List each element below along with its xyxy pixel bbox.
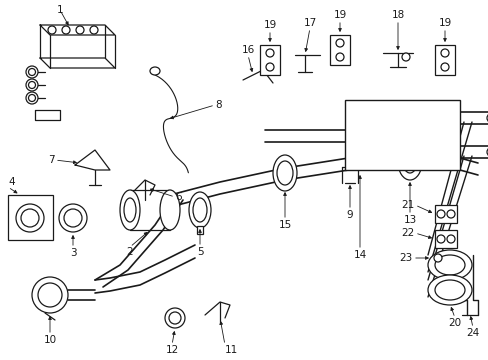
Text: 17: 17 [303, 18, 316, 28]
Circle shape [265, 63, 273, 71]
Text: 23: 23 [399, 253, 412, 263]
Circle shape [26, 92, 38, 104]
Text: 19: 19 [333, 10, 346, 20]
Circle shape [436, 210, 444, 218]
Text: 4: 4 [8, 177, 15, 187]
Circle shape [59, 204, 87, 232]
Text: 13: 13 [403, 215, 416, 225]
Ellipse shape [486, 112, 488, 124]
Circle shape [169, 312, 181, 324]
Circle shape [436, 235, 444, 243]
Circle shape [440, 63, 448, 71]
Text: 24: 24 [466, 328, 479, 338]
Ellipse shape [272, 155, 296, 191]
Text: 2: 2 [126, 247, 133, 257]
Bar [434, 205, 456, 223]
Circle shape [335, 53, 343, 61]
Circle shape [401, 53, 409, 61]
Text: 7: 7 [48, 155, 55, 165]
Text: 14: 14 [353, 250, 366, 260]
Text: 12: 12 [165, 345, 178, 355]
Text: 10: 10 [43, 335, 57, 345]
Circle shape [16, 204, 44, 232]
Circle shape [62, 26, 70, 34]
Bar [434, 45, 454, 75]
Text: 22: 22 [401, 228, 414, 238]
Text: 19: 19 [263, 20, 276, 30]
Circle shape [26, 66, 38, 78]
Circle shape [90, 26, 98, 34]
Text: 9: 9 [346, 210, 353, 220]
Bar [345, 100, 459, 170]
Text: 18: 18 [390, 10, 404, 20]
Text: 1: 1 [57, 5, 63, 15]
Ellipse shape [434, 255, 464, 275]
Text: 11: 11 [224, 345, 238, 355]
Ellipse shape [160, 190, 180, 230]
Ellipse shape [486, 146, 488, 158]
Circle shape [21, 209, 39, 227]
Circle shape [76, 26, 84, 34]
Circle shape [26, 79, 38, 91]
Ellipse shape [193, 198, 206, 222]
Circle shape [446, 210, 454, 218]
Ellipse shape [150, 67, 160, 75]
Circle shape [446, 235, 454, 243]
Bar [8, 195, 53, 240]
Text: 16: 16 [241, 45, 254, 55]
Text: 20: 20 [447, 318, 461, 328]
Text: 6: 6 [175, 192, 181, 202]
Text: 3: 3 [70, 248, 76, 258]
Circle shape [164, 308, 184, 328]
Circle shape [32, 277, 68, 313]
Circle shape [28, 94, 36, 102]
Text: 15: 15 [278, 220, 291, 230]
Text: 21: 21 [401, 200, 414, 210]
Circle shape [28, 81, 36, 89]
Circle shape [433, 254, 441, 262]
Circle shape [335, 39, 343, 47]
Ellipse shape [120, 190, 140, 230]
Text: 5: 5 [196, 247, 203, 257]
Bar [197, 226, 203, 234]
Bar [260, 45, 280, 75]
Circle shape [38, 283, 62, 307]
Ellipse shape [397, 144, 421, 180]
Circle shape [265, 49, 273, 57]
Text: 19: 19 [437, 18, 451, 28]
Text: 8: 8 [215, 100, 221, 110]
Circle shape [28, 68, 36, 76]
Circle shape [48, 26, 56, 34]
Ellipse shape [434, 280, 464, 300]
Circle shape [440, 49, 448, 57]
Ellipse shape [427, 250, 471, 280]
Ellipse shape [124, 198, 136, 222]
Ellipse shape [276, 161, 292, 185]
Bar [434, 230, 456, 248]
Ellipse shape [189, 192, 210, 228]
Bar [329, 35, 349, 65]
Circle shape [64, 209, 82, 227]
Ellipse shape [427, 275, 471, 305]
Ellipse shape [402, 151, 416, 173]
